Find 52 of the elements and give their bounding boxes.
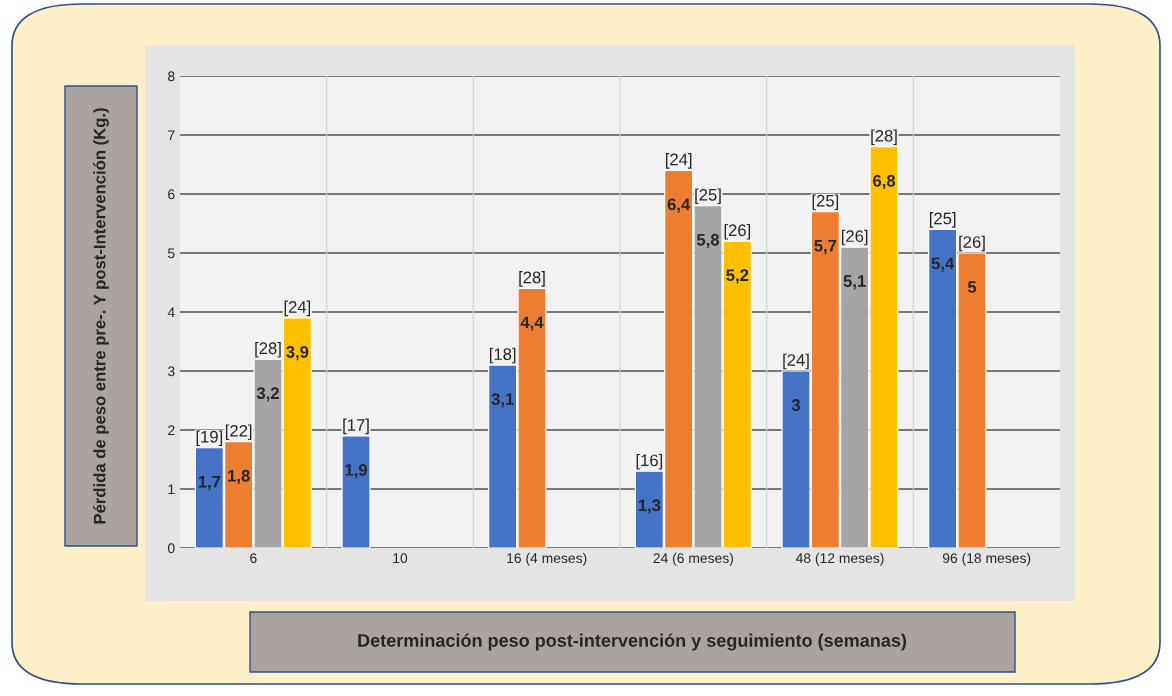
data-label: 3,9: [286, 345, 309, 361]
data-label: 5,7: [814, 239, 837, 254]
data-label: 4,4: [520, 316, 544, 331]
annotation: [19]: [196, 430, 223, 446]
data-label: 1,7: [198, 475, 221, 490]
y-tick-label: 5: [167, 248, 175, 259]
annotation: [28]: [871, 129, 897, 146]
x-tick-label: 16 (4 meses): [507, 552, 587, 566]
x-tick-label: 6: [250, 553, 257, 564]
data-label: 5: [967, 281, 977, 293]
data-label: 3,1: [491, 393, 514, 408]
y-tick-label: 7: [168, 130, 175, 141]
x-axis-title: Determinación peso post-intervención y seguimiento (semanas): [358, 633, 907, 651]
x-tick-label: 10: [393, 553, 408, 564]
annotation: [25]: [929, 212, 956, 228]
x-tick-label: 48 (12 meses): [795, 552, 884, 566]
annotation: [26]: [959, 235, 985, 252]
y-tick-label: 8: [168, 71, 175, 82]
y-tick-label: 0: [167, 543, 175, 554]
data-label: 5,2: [726, 269, 749, 284]
annotation: [28]: [255, 341, 281, 358]
data-label: 5,8: [696, 233, 720, 249]
data-label: 1,9: [345, 463, 367, 479]
annotation: [25]: [812, 194, 839, 210]
annotation: [26]: [841, 229, 868, 246]
data-label: 5,1: [843, 275, 866, 290]
data-label: 6,8: [873, 174, 896, 190]
x-tick-label: 96 (18 meses): [942, 552, 1031, 566]
y-tick-label: 6: [168, 189, 175, 200]
annotation: [25]: [695, 188, 721, 205]
annotation: [24]: [665, 153, 692, 169]
annotation: [18]: [489, 347, 516, 364]
data-label: 3: [791, 399, 801, 411]
y-axis-title: Pérdida de peso entre pre-. Y post-Intervención (Kg.): [93, 108, 109, 524]
data-label: 3,2: [256, 387, 279, 402]
y-tick-label: 4: [167, 307, 175, 318]
data-label: 1,3: [638, 499, 661, 514]
annotation: [24]: [284, 300, 311, 317]
bar: [341, 435, 371, 548]
annotation: [24]: [783, 353, 809, 370]
annotation: [17]: [343, 418, 369, 435]
data-label: 5,4: [931, 257, 955, 272]
annotation: [16]: [636, 453, 663, 470]
data-label: 1,8: [228, 469, 250, 485]
annotation: [28]: [519, 271, 545, 287]
y-tick-label: 3: [167, 366, 175, 377]
annotation: [26]: [724, 223, 751, 240]
x-tick-label: 24 (6 meses): [653, 552, 733, 566]
data-label: 6,4: [667, 198, 691, 213]
annotation: [22]: [225, 424, 252, 441]
y-tick-label: 2: [168, 425, 175, 436]
y-tick-label: 1: [168, 484, 175, 495]
